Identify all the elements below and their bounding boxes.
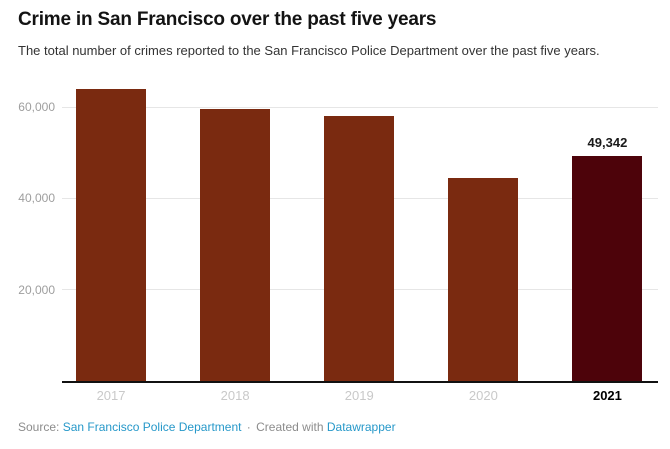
chart-title: Crime in San Francisco over the past fiv…: [18, 9, 437, 30]
bar-2021: [572, 155, 643, 381]
bar-2020: [448, 178, 519, 381]
chart-footer: Source: San Francisco Police Department …: [18, 419, 396, 435]
bar-2019: [324, 116, 395, 381]
x-axis-label-2017: 2017: [96, 388, 126, 403]
source-label: Source:: [18, 420, 60, 434]
source-link[interactable]: San Francisco Police Department: [62, 420, 242, 434]
y-axis-tick-label: 20,000: [18, 282, 55, 297]
x-axis-label-2018: 2018: [220, 388, 250, 403]
bar-2018: [200, 109, 271, 381]
y-axis-tick-label: 40,000: [18, 191, 55, 206]
bar-value-label-2021: 49,342: [587, 134, 628, 150]
x-axis-baseline: [62, 380, 658, 383]
bar-2017: [76, 89, 146, 381]
footer-separator: ·: [246, 420, 251, 434]
chart-subtitle: The total number of crimes reported to t…: [18, 43, 600, 58]
created-with-label: Created with: [256, 420, 324, 434]
gridline-60000: [62, 106, 658, 108]
x-axis-label-2020: 2020: [468, 388, 498, 403]
datawrapper-link[interactable]: Datawrapper: [326, 420, 396, 434]
x-axis-label-2021: 2021: [592, 388, 622, 403]
y-axis-tick-label: 60,000: [18, 100, 55, 114]
x-axis-label-2019: 2019: [344, 388, 374, 403]
